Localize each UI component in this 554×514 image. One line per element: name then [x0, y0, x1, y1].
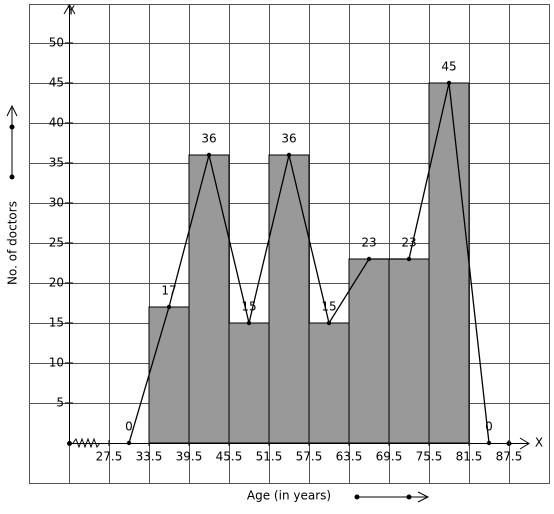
bar — [268, 154, 310, 444]
data-label: 15 — [321, 300, 336, 314]
polygon-point — [246, 320, 252, 326]
data-label: 36 — [281, 132, 296, 146]
frequency-polygon — [128, 82, 490, 444]
bar — [228, 322, 270, 444]
dot — [9, 124, 15, 130]
polygon-point — [166, 304, 172, 310]
polygon-point — [126, 440, 132, 446]
y-axis-letter: Y — [66, 4, 75, 18]
x-tick-label: 45.5 — [216, 450, 243, 464]
data-label: 23 — [401, 236, 416, 250]
x-tick-label: 81.5 — [456, 450, 483, 464]
y-tick-label: 50 — [49, 36, 64, 50]
data-label: 36 — [201, 132, 216, 146]
bar — [188, 154, 230, 444]
y-tick-label: 35 — [49, 156, 64, 170]
data-label: 15 — [241, 300, 256, 314]
x-tick-label: 39.5 — [176, 450, 203, 464]
data-label: 0 — [485, 420, 493, 434]
data-label: 0 — [125, 420, 133, 434]
y-tick-label: 30 — [49, 196, 64, 210]
bar — [388, 258, 430, 444]
arrow-head — [63, 4, 76, 15]
x-tick-label: 75.5 — [416, 450, 443, 464]
x-tick-label: 33.5 — [136, 450, 163, 464]
arrow-head — [6, 104, 18, 117]
bar — [348, 258, 390, 444]
polygon-point — [406, 256, 412, 262]
bar — [428, 82, 470, 444]
polygon-point — [486, 440, 492, 446]
dot — [9, 174, 15, 180]
y-tick-label: 10 — [49, 356, 64, 370]
y-axis-title: No. of doctors — [6, 201, 20, 285]
polygon-point — [446, 80, 452, 86]
x-tick-label: 87.5 — [496, 450, 523, 464]
x-tick-label: 57.5 — [296, 450, 323, 464]
polygon-point — [206, 152, 212, 158]
dot — [406, 494, 412, 500]
x-axis-letter: X — [535, 436, 543, 450]
data-label: 23 — [361, 236, 376, 250]
y-tick-label: 25 — [49, 236, 64, 250]
polygon-point — [286, 152, 292, 158]
x-tick-label: 51.5 — [256, 450, 283, 464]
bar — [308, 322, 350, 444]
dot — [67, 441, 72, 446]
y-tick-label: 15 — [49, 316, 64, 330]
x-tick-label: 63.5 — [336, 450, 363, 464]
dot — [354, 494, 360, 500]
arrow-head — [417, 491, 430, 503]
y-tick-label: 40 — [49, 116, 64, 130]
data-label: 17 — [161, 284, 176, 298]
x-tick-label: 69.5 — [376, 450, 403, 464]
data-label: 45 — [441, 60, 456, 74]
bar — [148, 306, 190, 444]
y-tick-label: 20 — [49, 276, 64, 290]
y-tick-label: 5 — [56, 396, 64, 410]
polygon-point — [366, 256, 372, 262]
polygon-point — [326, 320, 332, 326]
arrow-head — [519, 437, 530, 450]
x-tick-label: 27.5 — [96, 450, 123, 464]
x-axis-title: Age (in years) — [247, 489, 331, 503]
y-tick-label: 45 — [49, 76, 64, 90]
